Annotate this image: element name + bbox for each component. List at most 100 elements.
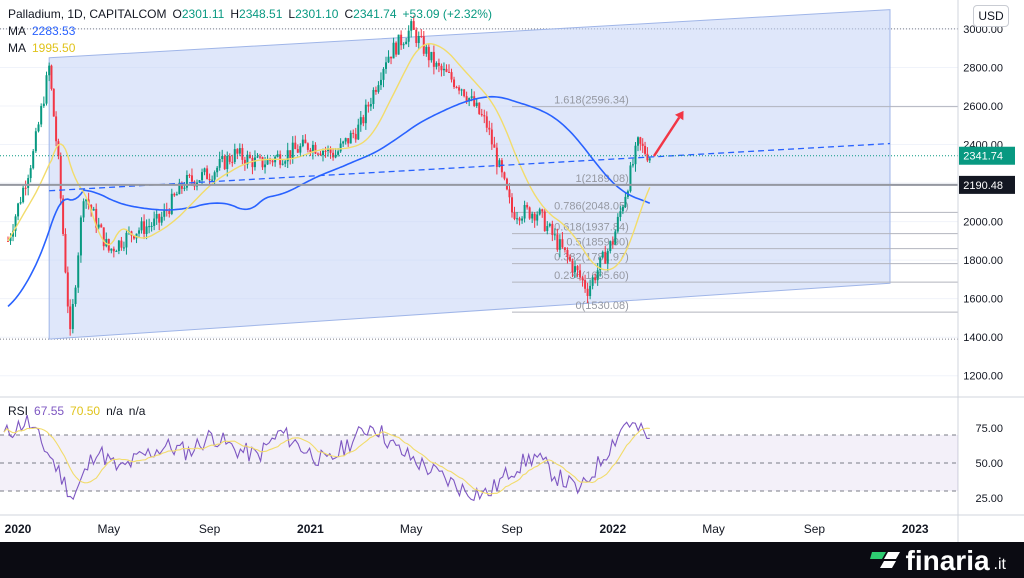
brand-logo: finaria .it [869, 545, 1006, 576]
candle-body [221, 156, 224, 159]
candle-body [639, 137, 642, 144]
candle-body [372, 89, 375, 104]
candle-body [490, 129, 493, 145]
rsi-na-2: n/a [128, 404, 146, 418]
candle-body [37, 124, 40, 132]
candle-body [553, 234, 556, 236]
candle-body [7, 240, 9, 242]
x-tick-label: May [400, 522, 423, 536]
symbol-title[interactable]: Palladium, 1D, CAPITALCOM [8, 7, 167, 21]
candle-body [178, 182, 181, 195]
candle-body [163, 209, 166, 217]
x-tick-label: May [97, 522, 120, 536]
rsi-band [0, 435, 958, 491]
candle-body [236, 149, 239, 154]
candle-body [133, 235, 135, 239]
high-value: 2348.51 [239, 7, 283, 21]
candle-body [516, 218, 519, 220]
ma-short-line [7, 42, 651, 271]
price-tag [959, 146, 1015, 165]
price-tag-label: 2341.74 [963, 151, 1003, 163]
candle-body [432, 51, 435, 67]
candle-body [332, 152, 335, 158]
chart-legend: Palladium, 1D, CAPITALCOM O2301.11 H2348… [8, 6, 492, 57]
candle-body [594, 277, 597, 281]
candle-body [22, 187, 25, 203]
candle-body [584, 280, 587, 289]
candle-body [276, 154, 279, 157]
currency-button[interactable]: USD [973, 5, 1009, 27]
rsi-na-1: n/a [106, 404, 123, 418]
candle-body [430, 51, 433, 61]
y-tick-label: 1800.00 [963, 255, 1003, 267]
candle-body [498, 160, 501, 167]
candle-body [259, 156, 261, 158]
candle-body [581, 277, 584, 281]
candle-body [646, 153, 649, 161]
y-tick-label: 2800.00 [963, 62, 1003, 74]
candle-body [27, 178, 30, 188]
candle-body [641, 143, 644, 146]
candle-body [440, 65, 443, 71]
candle-body [143, 221, 146, 234]
rsi-value: 67.55 [34, 404, 65, 418]
candle-body [34, 131, 37, 152]
x-tick-label: 2022 [599, 522, 626, 536]
low-label: L [288, 7, 296, 21]
candle-body [538, 209, 541, 215]
candle-body [460, 89, 463, 91]
ma2-label[interactable]: MA [8, 41, 26, 55]
fib-label: 1(2189.08) [576, 173, 629, 185]
high-label: H [230, 7, 240, 21]
candle-body [289, 150, 292, 158]
candle-body [475, 102, 478, 106]
rsi-pane: 25.00 50.00 75.00 [0, 414, 1003, 505]
candle-body [533, 213, 536, 221]
y-tick-label: 1400.00 [963, 332, 1003, 344]
candle-body [238, 148, 241, 154]
candle-body [619, 211, 622, 217]
candle-body [374, 89, 377, 92]
candle-body [631, 164, 634, 166]
candle-body [463, 89, 466, 97]
candle-body [294, 142, 297, 150]
candle-body [531, 213, 534, 219]
candle-body [648, 158, 651, 161]
candle-body [500, 160, 503, 173]
ma-long-line [7, 95, 651, 307]
candle-body [29, 168, 32, 179]
candle-body [145, 226, 148, 234]
candle-body [226, 156, 229, 170]
rsi-label[interactable]: RSI [8, 404, 29, 418]
candle-body [437, 62, 440, 66]
candle-body [218, 158, 221, 168]
x-tick-label: Sep [501, 522, 523, 536]
candle-body [82, 201, 85, 218]
candle-body [629, 165, 632, 192]
candle-body [231, 161, 234, 163]
candle-body [548, 223, 551, 226]
candle-body [175, 194, 178, 196]
candle-body [40, 106, 43, 125]
candle-body [155, 214, 158, 219]
candle-body [478, 102, 481, 114]
candle-body [400, 34, 403, 46]
candle-body [296, 149, 299, 153]
candle-body [566, 249, 569, 257]
candle-body [508, 189, 511, 198]
candle-body [228, 156, 231, 162]
candle-body [198, 180, 201, 183]
candle-body [435, 62, 438, 67]
candle-body [160, 216, 163, 223]
rsi-legend: RSI 67.55 70.50 n/a n/a [8, 404, 145, 418]
candle-body [604, 251, 607, 264]
candle-body [316, 153, 319, 155]
candle-body [246, 154, 249, 165]
ma1-label[interactable]: MA [8, 24, 26, 38]
candle-body [168, 210, 171, 214]
candle-body [445, 68, 448, 72]
candle-body [241, 148, 244, 160]
candle-body [213, 172, 216, 180]
candle-body [480, 113, 483, 116]
candle-body [223, 156, 226, 170]
